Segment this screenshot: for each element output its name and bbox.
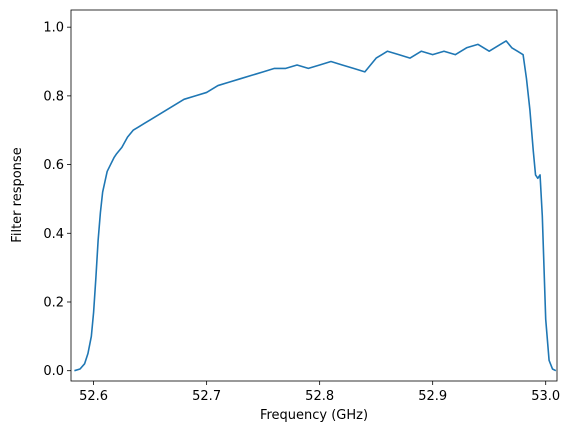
plot-frame xyxy=(70,9,558,382)
x-tick-label: 52.8 xyxy=(305,389,334,404)
plot-area-background xyxy=(71,10,557,381)
x-axis-ticks: 52.6 52.7 52.8 52.9 53.0 xyxy=(79,381,560,404)
x-tick-label: 52.9 xyxy=(418,389,447,404)
y-tick-label: 0.2 xyxy=(43,295,64,310)
x-tick-label: 52.6 xyxy=(79,389,108,404)
y-tick-label: 0.6 xyxy=(43,158,64,173)
y-tick-label: 0.0 xyxy=(43,364,64,379)
y-tick-label: 0.8 xyxy=(43,89,64,104)
x-tick-label: 52.7 xyxy=(192,389,221,404)
series-layer xyxy=(74,40,557,372)
x-tick-label: 53.0 xyxy=(531,389,560,404)
y-tick-label: 1.0 xyxy=(43,21,64,36)
series-line-0 xyxy=(74,40,557,372)
y-tick-label: 0.4 xyxy=(43,227,64,242)
y-axis-ticks: 0.0 0.2 0.4 0.6 0.8 1.0 xyxy=(43,21,71,379)
y-axis-label: Filter response xyxy=(10,147,25,242)
x-axis-label: Frequency (GHz) xyxy=(260,408,368,423)
